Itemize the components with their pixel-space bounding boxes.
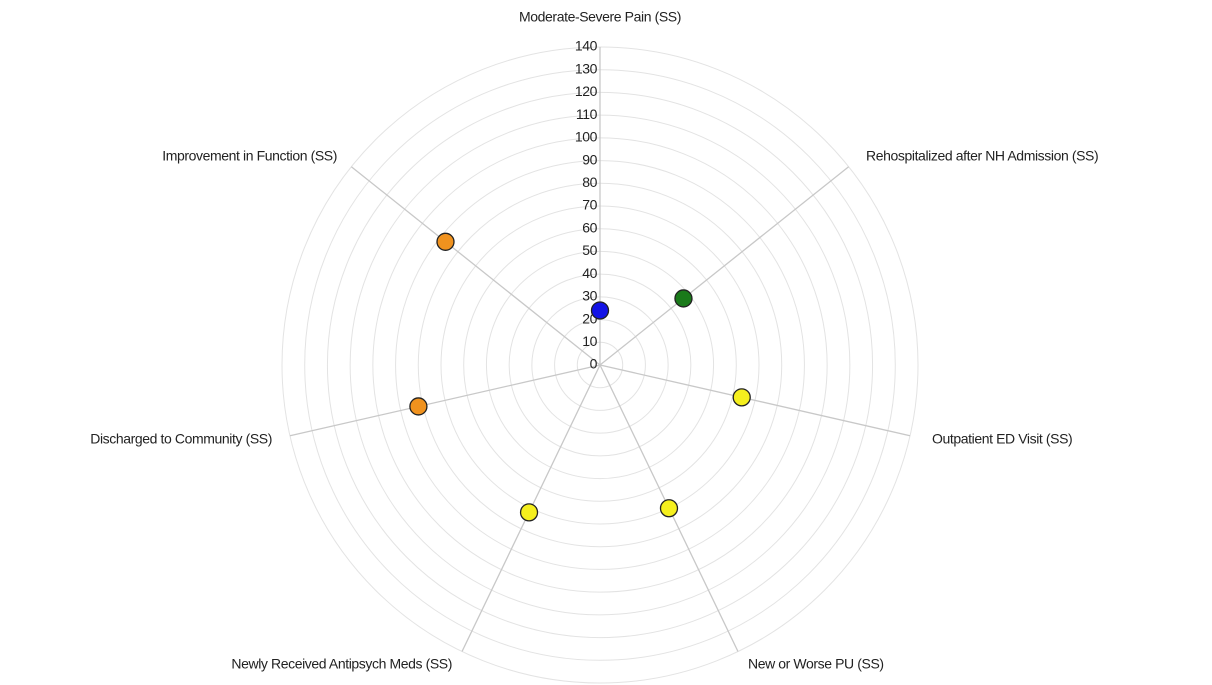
axis-label: Newly Received Antipsych Meds (SS) — [231, 656, 452, 672]
data-point — [659, 499, 679, 518]
axis-label: Improvement in Function (SS) — [162, 148, 337, 164]
y-tick-label: 60 — [582, 219, 597, 235]
spoke — [599, 166, 850, 366]
axis-label: Discharged to Community (SS) — [90, 431, 272, 447]
axis-label: Outpatient ED Visit (SS) — [932, 431, 1072, 447]
y-tick-label: 100 — [575, 129, 598, 145]
axis-label: Moderate-Severe Pain (SS) — [519, 9, 681, 25]
y-tick-label: 80 — [582, 174, 597, 190]
y-tick-label: 40 — [582, 265, 597, 281]
spoke — [289, 364, 601, 437]
data-point — [409, 397, 428, 416]
data-point — [732, 388, 751, 407]
axis-label: Rehospitalized after NH Admission (SS) — [866, 148, 1098, 164]
y-tick-label: 70 — [582, 197, 597, 213]
y-tick-label: 140 — [575, 38, 598, 54]
y-tick-label: 110 — [576, 106, 598, 122]
y-tick-label: 130 — [575, 60, 598, 76]
data-point — [519, 503, 539, 522]
spoke — [350, 166, 601, 366]
y-tick-label: 50 — [582, 242, 597, 258]
y-tick-label: 10 — [582, 333, 597, 349]
y-tick-label: 120 — [575, 83, 598, 99]
data-point — [436, 232, 455, 251]
spoke — [599, 364, 911, 437]
y-tick-label: 90 — [582, 151, 597, 167]
y-tick-label: 0 — [590, 356, 598, 372]
data-point — [590, 301, 610, 320]
data-point — [674, 289, 693, 308]
y-tick-label: 30 — [582, 288, 597, 304]
axis-label: New or Worse PU (SS) — [748, 656, 884, 672]
